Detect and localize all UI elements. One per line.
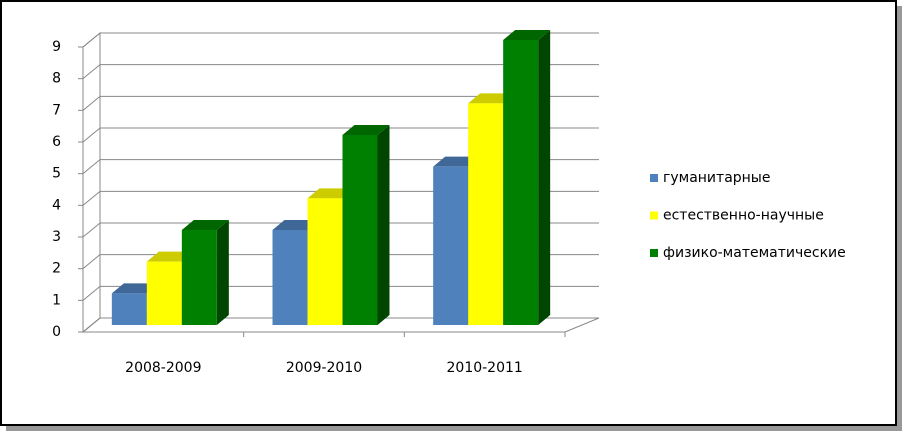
bar-top xyxy=(342,125,390,135)
grid-line xyxy=(82,190,599,206)
bar-top xyxy=(181,220,229,230)
grid-line xyxy=(82,95,599,111)
y-tick-label: 0 xyxy=(52,324,61,340)
bar xyxy=(111,293,147,325)
x-tick-label: 2008-2009 xyxy=(125,360,201,376)
legend-swatch xyxy=(650,174,658,182)
legend-label: гуманитарные xyxy=(663,170,770,186)
bar-side xyxy=(538,30,551,325)
legend-swatch xyxy=(650,249,658,257)
legend-label: естественно-научные xyxy=(663,208,824,224)
grid-line xyxy=(82,317,599,333)
y-tick-label: 8 xyxy=(52,71,61,87)
y-tick-label: 9 xyxy=(52,39,61,55)
y-tick-label: 6 xyxy=(52,134,61,150)
bar xyxy=(181,230,217,325)
grid-line xyxy=(82,285,599,301)
grid-line xyxy=(82,254,599,270)
frame-shadow xyxy=(897,6,902,430)
bar xyxy=(307,198,343,325)
bar xyxy=(503,40,539,325)
y-tick-label: 7 xyxy=(52,102,61,118)
legend-swatch xyxy=(650,211,658,220)
bar xyxy=(433,166,469,325)
y-tick-label: 1 xyxy=(52,292,61,308)
y-tick-label: 3 xyxy=(52,229,61,245)
grid-line xyxy=(82,222,599,238)
x-tick-label: 2010-2011 xyxy=(447,360,523,376)
bar-side xyxy=(377,125,390,325)
grid-line xyxy=(82,32,599,48)
x-tick-label: 2009-2010 xyxy=(286,360,362,376)
y-tick-label: 2 xyxy=(52,261,61,277)
grid-line xyxy=(82,64,599,80)
bar xyxy=(272,230,308,325)
bar-side xyxy=(216,220,229,325)
grid-line xyxy=(82,127,599,143)
bar-top xyxy=(503,30,551,40)
frame-shadow xyxy=(6,426,902,431)
grid-line xyxy=(82,159,599,175)
y-tick-label: 4 xyxy=(52,197,61,213)
legend-label: физико-математические xyxy=(663,245,846,261)
bar xyxy=(468,103,504,325)
bar xyxy=(342,135,378,325)
bar xyxy=(146,261,182,325)
y-tick-label: 5 xyxy=(52,166,61,182)
